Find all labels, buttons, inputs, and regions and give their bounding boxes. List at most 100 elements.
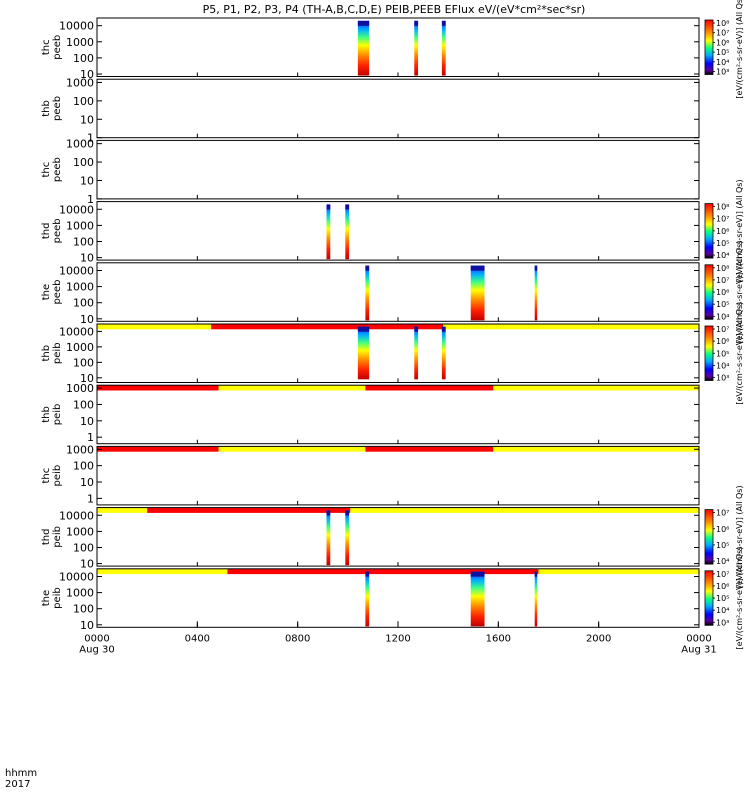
panel-frame — [96, 507, 700, 567]
status-segment-red — [97, 446, 219, 452]
panel-frame — [96, 568, 700, 628]
y-tick-label: 100 — [73, 156, 94, 169]
colorbar-scale — [704, 19, 714, 75]
y-tick-label: 10 — [80, 558, 94, 571]
y-tick-label: 100 — [73, 52, 94, 65]
panel-frame — [96, 139, 700, 200]
x-tick-sublabel: Aug 30 — [79, 644, 114, 655]
chart-title: P5, P1, P2, P3, P4 (TH-A,B,C,D,E) PEIB,P… — [203, 3, 586, 16]
colorbar-tick-label: 10⁸ — [716, 203, 729, 212]
y-tick-label: 1000 — [66, 443, 94, 456]
y-tick-label: 10 — [80, 174, 94, 187]
y-tick-label: 1000 — [66, 76, 94, 89]
data-burst-cap — [326, 204, 331, 210]
data-burst-cap — [414, 326, 419, 332]
panel-frame — [96, 17, 700, 77]
y-tick-label: 1000 — [66, 281, 94, 294]
data-burst-cap — [357, 20, 370, 26]
y-tick-label: 1000 — [66, 138, 94, 151]
colorbar-tick-label: 10⁶ — [716, 227, 729, 236]
x-axis-header: hhmm 2017 — [5, 768, 37, 790]
y-tick-label: 10000 — [59, 509, 94, 522]
panel-ylabel: thdpeeb — [41, 218, 63, 243]
x-axis-label-top: hhmm — [5, 768, 37, 779]
data-burst-cap — [345, 204, 350, 210]
data-burst — [534, 571, 538, 627]
data-burst — [470, 571, 485, 627]
colorbar-scale — [704, 325, 714, 381]
x-tick-label: 0400 — [185, 633, 210, 644]
y-tick-label: 10000 — [59, 203, 94, 216]
y-tick-label: 100 — [73, 356, 94, 369]
panel-ylabel: thbpeeb — [41, 96, 63, 121]
colorbar-tick-label: 10⁶ — [716, 38, 729, 47]
y-tick-label: 10 — [80, 113, 94, 126]
data-burst-cap — [365, 265, 370, 271]
status-segment-yellow — [493, 385, 699, 391]
colorbar-tick-label: 10⁷ — [716, 215, 729, 224]
status-segment-yellow — [538, 569, 699, 575]
y-tick-label: 1000 — [66, 341, 94, 354]
panel-ylabel: thdpeib — [41, 526, 63, 548]
data-burst — [441, 20, 446, 76]
colorbar: 10⁴ 10⁵ 10⁶ 10⁷ 10⁸ [eV/(cm²-s-sr-eV)] (All Q… — [704, 179, 744, 282]
x-tick-label: 0000 — [686, 633, 711, 644]
y-tick-label: 10 — [80, 68, 94, 81]
y-tick-label: 100 — [73, 297, 94, 310]
y-tick-label: 10000 — [59, 325, 94, 338]
status-segment-yellow — [493, 446, 699, 452]
data-burst-cap — [365, 571, 370, 577]
panel-ylabel: thcpeeb — [41, 35, 63, 60]
data-burst-cap — [441, 326, 446, 332]
y-tick-label: 1000 — [66, 382, 94, 395]
colorbar-tick-label: 10⁴ — [716, 606, 729, 615]
colorbar-tick-label: 10⁸ — [716, 264, 729, 273]
colorbar-tick-label: 10⁶ — [716, 525, 729, 534]
status-segment-red — [97, 385, 219, 391]
colorbar-tick-label: 10⁵ — [716, 48, 729, 57]
y-tick-label: 1000 — [66, 36, 94, 49]
colorbar-tick-label: 10⁴ — [716, 361, 729, 370]
y-tick-label: 10000 — [59, 570, 94, 583]
y-tick-label: 1 — [87, 193, 94, 206]
panel-ylabel: thcpeeb — [41, 157, 63, 182]
colorbar: 10⁴ 10⁵ 10⁶ 10⁷ [eV/(cm²-s-sr-eV)] (All Qs) — [704, 485, 744, 588]
data-burst-cap — [534, 265, 538, 271]
data-burst — [365, 265, 370, 321]
colorbar-tick-label: 10⁵ — [716, 594, 729, 603]
y-tick-label: 1000 — [66, 525, 94, 538]
panel-ylabel: thepeib — [41, 587, 63, 609]
panel-frame — [96, 323, 700, 383]
status-bar — [97, 446, 699, 452]
colorbar-tick-label: 10⁷ — [716, 29, 729, 38]
y-tick-label: 10000 — [59, 264, 94, 277]
colorbar-scale — [704, 264, 714, 320]
data-burst-cap — [345, 510, 350, 516]
x-axis-label-bottom: 2017 — [5, 779, 30, 790]
x-tick-label: 1600 — [486, 633, 511, 644]
y-tick-label: 100 — [73, 460, 94, 473]
colorbar-tick-label: 10³ — [716, 618, 729, 627]
data-burst — [414, 326, 419, 380]
colorbar-tick-label: 10³ — [716, 374, 729, 383]
panel-frame — [96, 201, 700, 261]
y-tick-label: 100 — [73, 603, 94, 616]
status-bar — [97, 507, 699, 513]
status-segment-yellow — [97, 569, 228, 575]
x-tick-label: 1200 — [385, 633, 410, 644]
y-tick-label: 1 — [87, 431, 94, 444]
status-segment-red — [365, 385, 494, 391]
x-tick-sublabel: Aug 31 — [681, 644, 716, 655]
colorbar-label: [eV/(cm²-s-sr-eV)] (All Qs) — [735, 302, 744, 405]
y-tick-label: 100 — [73, 95, 94, 108]
data-burst-cap — [357, 326, 370, 332]
data-burst — [470, 265, 485, 321]
panels-layer: 10100100010000thcpeeb10³10⁴10⁵10⁶10⁷10⁸[… — [41, 0, 744, 649]
colorbar-tick-label: 10⁷ — [716, 509, 729, 518]
data-burst — [326, 204, 331, 260]
data-burst — [357, 20, 370, 76]
